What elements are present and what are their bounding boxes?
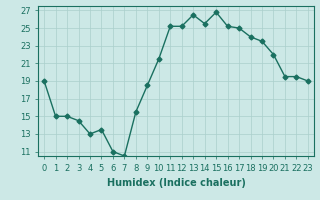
X-axis label: Humidex (Indice chaleur): Humidex (Indice chaleur): [107, 178, 245, 188]
